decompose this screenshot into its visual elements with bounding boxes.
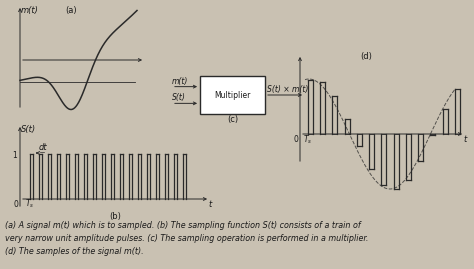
Text: t: t (463, 135, 466, 144)
Text: (a): (a) (65, 6, 77, 15)
Text: 1: 1 (12, 150, 17, 160)
Bar (200, 76, 265, 114)
Text: (d) The samples of the signal m(t).: (d) The samples of the signal m(t). (5, 247, 144, 256)
Text: Multiplier: Multiplier (214, 90, 251, 100)
Text: S(t): S(t) (172, 93, 186, 102)
Text: 0: 0 (293, 135, 298, 144)
Text: S(t): S(t) (21, 125, 36, 134)
Text: dt: dt (39, 143, 47, 152)
Text: (b): (b) (109, 212, 121, 221)
Text: (a) A signal m(t) which is to sampled. (b) The sampling function S(t) consists o: (a) A signal m(t) which is to sampled. (… (5, 221, 361, 230)
Text: $T_s$: $T_s$ (25, 198, 35, 211)
Text: very narrow unit amplitude pulses. (c) The sampling operation is performed in a : very narrow unit amplitude pulses. (c) T… (5, 234, 368, 243)
Text: m(t): m(t) (172, 77, 188, 86)
Text: S(t) × m(t): S(t) × m(t) (267, 85, 309, 94)
Text: (c): (c) (227, 115, 238, 124)
Text: t: t (208, 200, 211, 209)
Text: (d): (d) (360, 52, 372, 61)
Text: m(t): m(t) (21, 6, 39, 15)
Text: 0: 0 (13, 200, 18, 209)
Text: $T_s$: $T_s$ (303, 133, 313, 146)
